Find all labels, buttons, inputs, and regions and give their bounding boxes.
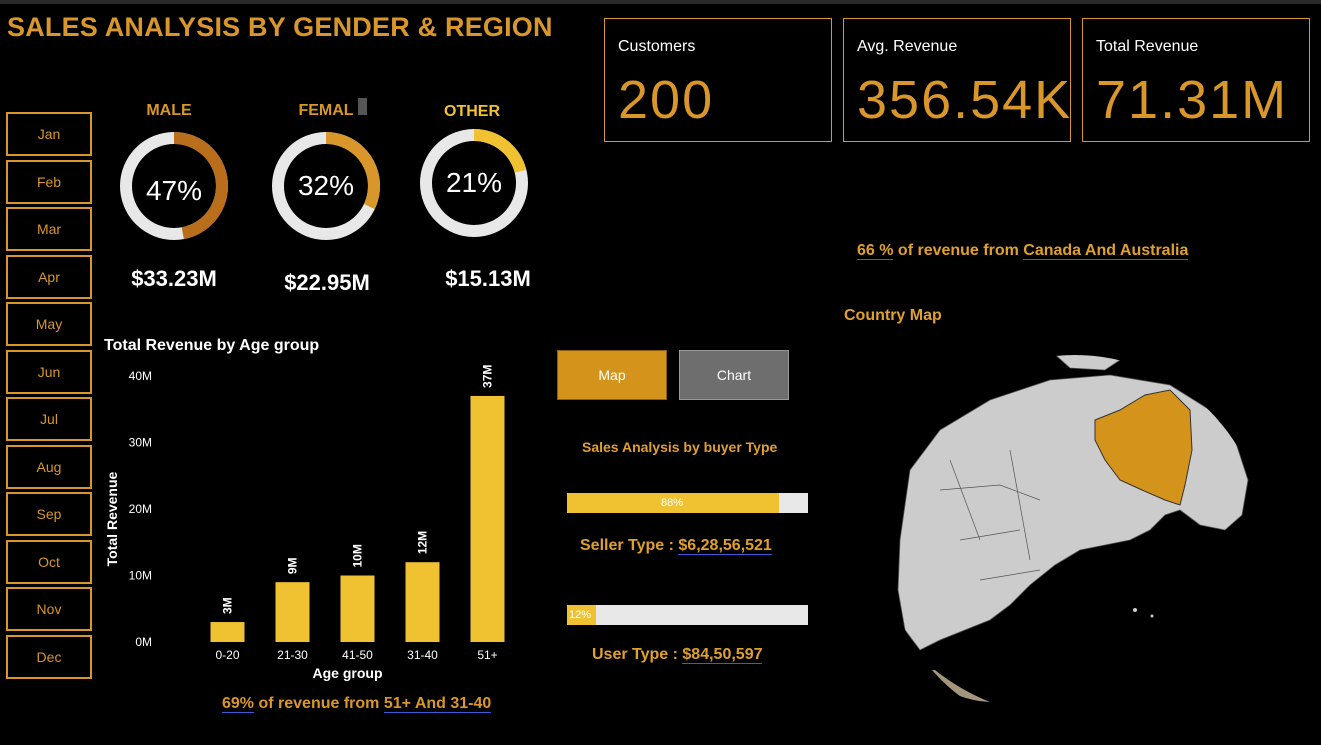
island xyxy=(1133,608,1137,612)
bar xyxy=(405,562,440,642)
north-america-land xyxy=(897,374,1249,651)
kpi-label: Customers xyxy=(618,38,696,55)
donut-percent: 32% xyxy=(298,170,354,201)
age-chart-title: Total Revenue by Age group xyxy=(104,337,320,354)
month-button-sep[interactable]: Sep xyxy=(6,492,92,536)
age-group-note: 69% of revenue from 51+ And 31-40 xyxy=(222,695,492,713)
bar xyxy=(210,622,245,642)
globe-map-icon[interactable] xyxy=(880,340,1280,740)
gender-label-other: OTHER xyxy=(444,103,500,120)
gender-label-male: MALE xyxy=(146,102,192,119)
seller-type-value: $6,28,56,521 xyxy=(678,537,772,555)
month-button-jun[interactable]: Jun xyxy=(6,349,92,394)
seller-type-label: Seller Type : xyxy=(580,537,679,554)
seller-progress-label: 88% xyxy=(661,497,684,509)
user-type-line: User Type : $84,50,597 xyxy=(592,646,763,664)
user-type-value: $84,50,597 xyxy=(682,646,763,664)
globe-edge-glow xyxy=(920,670,990,702)
month-button-nov[interactable]: Nov xyxy=(6,587,92,631)
chart-toggle-button[interactable]: Chart xyxy=(679,350,789,400)
country-note-text: of revenue from xyxy=(893,242,1024,259)
data-label: 10M xyxy=(351,544,365,567)
seller-progress-fill xyxy=(567,493,780,513)
x-tick-label: 31-40 xyxy=(407,648,438,662)
month-button-jan[interactable]: Jan xyxy=(6,112,92,156)
donut-female: 32% xyxy=(272,132,380,240)
country-map-title: Country Map xyxy=(844,307,942,324)
user-progress-label: 12% xyxy=(569,609,592,621)
label-marker xyxy=(358,98,367,115)
kpi-value: 356.54K xyxy=(857,70,1073,130)
month-button-apr[interactable]: Apr xyxy=(6,254,92,299)
donut-percent: 21% xyxy=(446,167,502,198)
age-note-percent: 69% xyxy=(222,695,255,713)
donut-arc xyxy=(420,129,528,237)
gender-amount-other: $15.13M xyxy=(445,266,531,291)
canada-highlight xyxy=(1094,389,1193,506)
data-label: 12M xyxy=(416,531,430,554)
data-label: 3M xyxy=(221,597,235,614)
region-borders xyxy=(939,449,1041,581)
donut-other: 21% xyxy=(420,129,528,237)
month-button-aug[interactable]: Aug xyxy=(6,444,92,489)
month-button-may[interactable]: May xyxy=(6,302,92,346)
user-progress-fill xyxy=(567,605,596,625)
kpi-value: 200 xyxy=(618,70,715,130)
seller-type-line: Seller Type : $6,28,56,521 xyxy=(580,537,772,555)
donut-arc xyxy=(272,132,380,240)
kpi-label: Avg. Revenue xyxy=(857,38,958,55)
x-tick-label: 0-20 xyxy=(215,648,239,662)
donut-arc xyxy=(120,132,228,240)
month-button-jul[interactable]: Jul xyxy=(6,397,92,441)
gender-amount-female: $22.95M xyxy=(284,270,370,295)
age-note-groups: 51+ And 31-40 xyxy=(383,695,492,713)
donut-male: 47% xyxy=(120,132,228,240)
gender-label-female: FEMAL xyxy=(298,102,354,119)
bar xyxy=(470,395,505,642)
bar xyxy=(275,582,310,642)
country-note-percent: 66 % xyxy=(857,242,894,260)
month-button-dec[interactable]: Dec xyxy=(6,634,92,679)
data-label: 9M xyxy=(286,557,300,574)
kpi-card-avg-revenue: Avg. Revenue 356.54K xyxy=(843,18,1071,142)
user-type-label: User Type : xyxy=(592,646,683,663)
kpi-card-total-revenue: Total Revenue 71.31M xyxy=(1082,18,1310,142)
data-label: 37M xyxy=(481,365,495,388)
y-tick-label: 10M xyxy=(129,569,152,583)
donut-percent: 47% xyxy=(146,175,202,206)
buyer-type-title: Sales Analysis by buyer Type xyxy=(582,439,778,455)
y-tick-label: 40M xyxy=(129,369,152,383)
kpi-value: 71.31M xyxy=(1096,70,1289,130)
island xyxy=(1150,614,1154,618)
age-note-text: of revenue from xyxy=(254,695,384,712)
x-tick-label: 51+ xyxy=(477,648,497,662)
bar xyxy=(340,575,375,642)
y-tick-label: 20M xyxy=(129,502,152,516)
country-note: 66 % of revenue from Canada And Australi… xyxy=(857,242,1189,260)
user-progress-bar: 12% xyxy=(567,605,808,625)
x-tick-label: 41-50 xyxy=(342,648,373,662)
age-group-bar-chart: 0M 10M 20M 30M 40M 3M 0-20 9M 21-30 10M 41-50 12M 31… xyxy=(104,365,505,681)
kpi-label: Total Revenue xyxy=(1096,38,1199,55)
month-button-mar[interactable]: Mar xyxy=(6,207,92,251)
map-toggle-button[interactable]: Map xyxy=(557,350,667,400)
seller-progress-bar: 88% xyxy=(567,493,808,513)
y-tick-label: 30M xyxy=(129,436,152,450)
month-button-feb[interactable]: Feb xyxy=(6,159,92,204)
y-tick-label: 0M xyxy=(135,635,152,649)
month-button-oct[interactable]: Oct xyxy=(6,539,92,584)
arctic-island xyxy=(1049,355,1121,371)
x-axis-label: Age group xyxy=(313,665,383,681)
page-title: SALES ANALYSIS BY GENDER & REGION xyxy=(7,12,553,42)
x-tick-label: 21-30 xyxy=(277,648,308,662)
kpi-card-customers: Customers 200 xyxy=(604,18,832,142)
top-border xyxy=(0,0,1321,4)
country-note-countries: Canada And Australia xyxy=(1023,242,1189,260)
gender-amount-male: $33.23M xyxy=(131,266,217,291)
y-axis-label: Total Revenue xyxy=(104,471,120,566)
